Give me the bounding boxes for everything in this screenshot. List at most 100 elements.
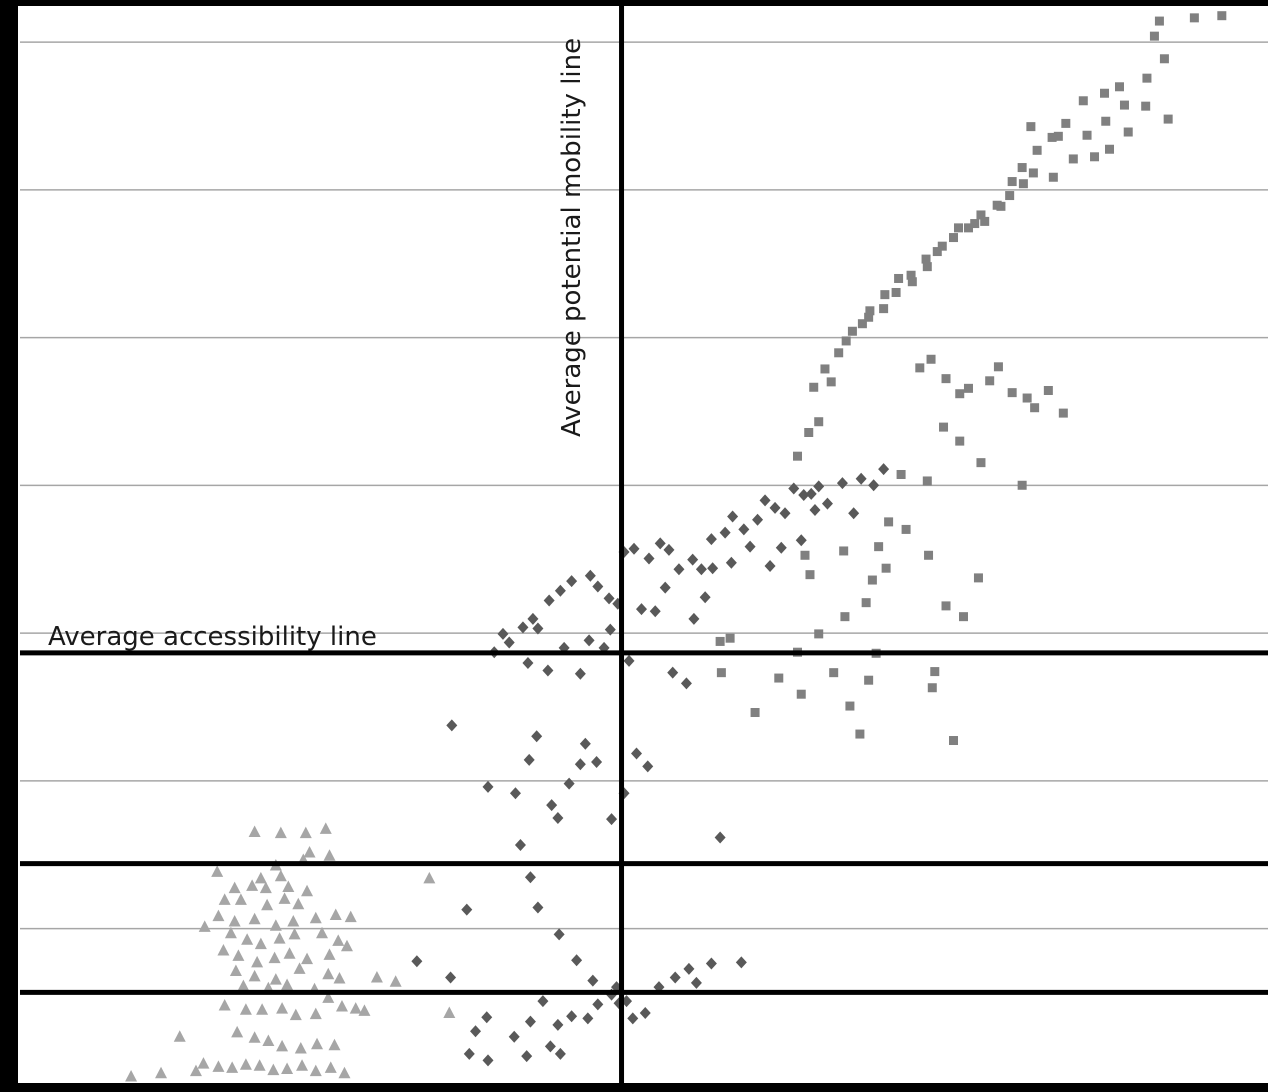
triangle-point-10 — [274, 869, 287, 882]
triangle-point-89 — [155, 1066, 168, 1079]
triangle-point-3 — [319, 822, 332, 834]
square-point-37 — [1005, 191, 1015, 201]
diamond-point-48 — [649, 605, 661, 618]
diamond-point-89 — [683, 962, 695, 975]
triangle-point-67 — [289, 1008, 302, 1021]
square-point-36 — [1018, 179, 1028, 189]
triangle-point-48 — [229, 964, 242, 976]
diamond-point-49 — [659, 581, 671, 594]
square-point-29 — [793, 451, 803, 461]
triangle-point-23 — [228, 914, 241, 927]
square-point-46 — [879, 304, 889, 314]
triangle-point-32 — [241, 933, 254, 945]
square-point-38 — [992, 200, 1002, 210]
diamond-point-24 — [769, 501, 781, 514]
diamond-point-66 — [546, 799, 558, 812]
square-point-81 — [973, 573, 983, 583]
diamond-point-45 — [604, 623, 616, 636]
diamond-point-68 — [563, 777, 575, 790]
diamond-point-88 — [669, 971, 681, 984]
diamond-point-90 — [690, 976, 702, 989]
diamond-point-81 — [571, 954, 583, 967]
square-point-104 — [1101, 116, 1111, 126]
square-point-102 — [1163, 114, 1173, 124]
square-point-34 — [1048, 172, 1058, 182]
diamond-point-38 — [522, 656, 534, 669]
diamond-point-15 — [673, 563, 685, 576]
triangle-point-12 — [228, 881, 241, 894]
square-point-39 — [976, 210, 986, 220]
triangle-point-80 — [239, 1058, 252, 1070]
square-point-65 — [976, 458, 986, 468]
diamond-point-39 — [532, 622, 544, 635]
diamond-point-101 — [552, 1018, 564, 1031]
triangle-point-49 — [248, 969, 261, 982]
triangle-point-8 — [211, 865, 224, 877]
diamond-point-94 — [411, 955, 423, 968]
square-point-73 — [881, 563, 891, 573]
diamond-point-77 — [514, 838, 526, 851]
diamond-point-21 — [738, 523, 750, 536]
average-accessibility-label: Average accessibility line — [48, 622, 377, 652]
square-point-90 — [716, 668, 726, 678]
diamond-point-96 — [470, 1025, 482, 1038]
triangle-point-15 — [282, 880, 295, 892]
square-point-32 — [1090, 152, 1100, 162]
square-point-78 — [924, 550, 934, 560]
diamond-point-60 — [809, 504, 821, 517]
square-point-18 — [937, 241, 947, 251]
diamond-point-103 — [582, 1012, 594, 1025]
triangle-point-63 — [218, 998, 231, 1011]
square-point-64 — [1017, 480, 1027, 490]
average-potential-mobility-label: Average potential mobility line — [557, 38, 587, 437]
triangle-point-29 — [344, 910, 357, 923]
square-point-45 — [891, 287, 901, 297]
triangle-point-52 — [322, 967, 335, 980]
triangle-point-42 — [268, 951, 281, 964]
square-point-47 — [864, 312, 874, 322]
diamond-point-27 — [798, 488, 810, 501]
triangle-point-81 — [253, 1059, 266, 1071]
square-point-52 — [915, 363, 925, 373]
square-point-9 — [1061, 118, 1071, 128]
square-point-41 — [949, 233, 959, 243]
triangle-point-75 — [311, 1037, 324, 1050]
square-point-48 — [847, 326, 857, 336]
square-point-105 — [1053, 131, 1063, 141]
square-point-75 — [861, 598, 871, 608]
square-point-97 — [805, 570, 815, 580]
diamond-point-3 — [543, 594, 555, 607]
diamond-point-69 — [574, 758, 586, 771]
diamond-point-109 — [521, 1050, 533, 1063]
diamond-point-23 — [759, 494, 771, 507]
square-point-15 — [980, 216, 990, 226]
diamond-point-13 — [654, 537, 666, 550]
triangle-point-58 — [322, 991, 335, 1003]
diamond-point-28 — [805, 487, 817, 500]
square-point-21 — [894, 273, 904, 283]
diamond-point-52 — [688, 612, 700, 625]
diamond-point-18 — [705, 533, 717, 546]
triangle-point-24 — [248, 912, 261, 925]
diamond-point-17 — [695, 563, 707, 576]
square-point-71 — [884, 517, 894, 527]
square-point-0 — [1217, 11, 1227, 21]
diamond-point-108 — [482, 1054, 494, 1067]
triangle-point-5 — [323, 849, 336, 861]
diamond-point-4 — [554, 584, 566, 597]
square-point-66 — [955, 436, 965, 446]
triangle-point-45 — [323, 948, 336, 960]
triangle-point-35 — [288, 927, 301, 940]
diamond-point-35 — [878, 463, 890, 476]
square-point-53 — [926, 354, 936, 364]
square-point-25 — [841, 336, 851, 346]
square-point-57 — [985, 376, 995, 386]
square-point-96 — [949, 736, 959, 746]
diamond-point-95 — [445, 971, 457, 984]
data-points — [125, 11, 1227, 1082]
square-point-56 — [963, 383, 973, 393]
diamond-point-40 — [542, 664, 554, 677]
triangle-point-54 — [237, 979, 250, 992]
gridlines — [20, 41, 1268, 930]
